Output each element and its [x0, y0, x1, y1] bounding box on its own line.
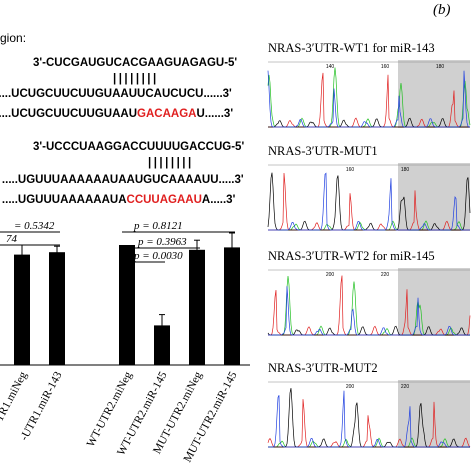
- seq-part: ......UCUGCUUCUUGUAAU: [0, 108, 137, 120]
- mirna-sequence: 3'-CUCGAUGUCACGAAGUAGAGU-5': [33, 57, 237, 69]
- p-value: p = 0.8121: [133, 220, 183, 232]
- p-value: = 0.5342: [14, 220, 55, 232]
- trace-tick: 180: [436, 64, 445, 70]
- trace-tick: 220: [381, 272, 390, 278]
- bar: [14, 254, 30, 365]
- trace: [267, 67, 471, 128]
- wt-sequence: ' .....UGUUUAAAAAAUAAUGUCAAAAUU.....3': [0, 174, 244, 186]
- bar: [119, 245, 135, 365]
- chromatogram-title: NRAS-3′UTR-MUT1: [268, 144, 378, 158]
- seq-mutated: GACAAGA: [137, 108, 196, 120]
- trace-tick: 220: [401, 384, 410, 390]
- trace-tick: 140: [326, 64, 335, 70]
- chromatogram-title: NRAS-3′UTR-MUT2: [268, 361, 378, 375]
- highlight: [398, 60, 470, 128]
- pairing: ||||||||: [113, 73, 159, 85]
- p-value: 74: [6, 233, 18, 245]
- trace: [267, 70, 471, 128]
- seq-part: A.....3': [202, 194, 236, 206]
- seq-part: U......3': [196, 108, 233, 120]
- panel-label: (b): [433, 2, 451, 18]
- seq-part: ' .....UGUUUAAAAAAUA: [0, 194, 127, 206]
- p-value: p = 0.3963: [137, 236, 187, 248]
- chromatogram-title: NRAS-3′UTR-WT2 for miR-145: [268, 249, 435, 263]
- wt-sequence: ......UCUGCUUCUUGUAAUUCAUCUCU......3': [0, 88, 232, 100]
- trace-tick: 200: [346, 384, 355, 390]
- chromatogram-title: NRAS-3′UTR-WT1 for miR-143: [268, 41, 435, 55]
- bar: [49, 252, 65, 365]
- mut-sequence: ' .....UGUUUAAAAAAUACCUUAGAAUA.....3': [0, 194, 236, 206]
- trace: [268, 172, 470, 231]
- trace: [267, 172, 471, 231]
- trace-tick: 200: [326, 272, 335, 278]
- trace: [268, 286, 470, 336]
- trace-tick: 180: [401, 167, 410, 173]
- trace: [267, 399, 471, 448]
- mirna-sequence: 3'-UCCCUAAGGACCUUUUGACCUG-5': [33, 141, 244, 153]
- region-label: gion:: [0, 31, 26, 45]
- trace-tick: 160: [346, 167, 355, 173]
- seq-mutated: CCUUAGAAU: [127, 194, 202, 206]
- bar: [224, 247, 240, 365]
- bar: [189, 249, 205, 365]
- highlight: [398, 163, 470, 231]
- trace-tick: 160: [381, 64, 390, 70]
- trace: [268, 390, 471, 448]
- mut-sequence: ......UCUGCUUCUUGUAAUGACAAGAU......3': [0, 108, 233, 120]
- bar: [154, 325, 170, 365]
- pairing: ||||||||: [148, 157, 194, 169]
- highlight: [398, 268, 470, 336]
- p-value: p = 0.0030: [133, 250, 183, 262]
